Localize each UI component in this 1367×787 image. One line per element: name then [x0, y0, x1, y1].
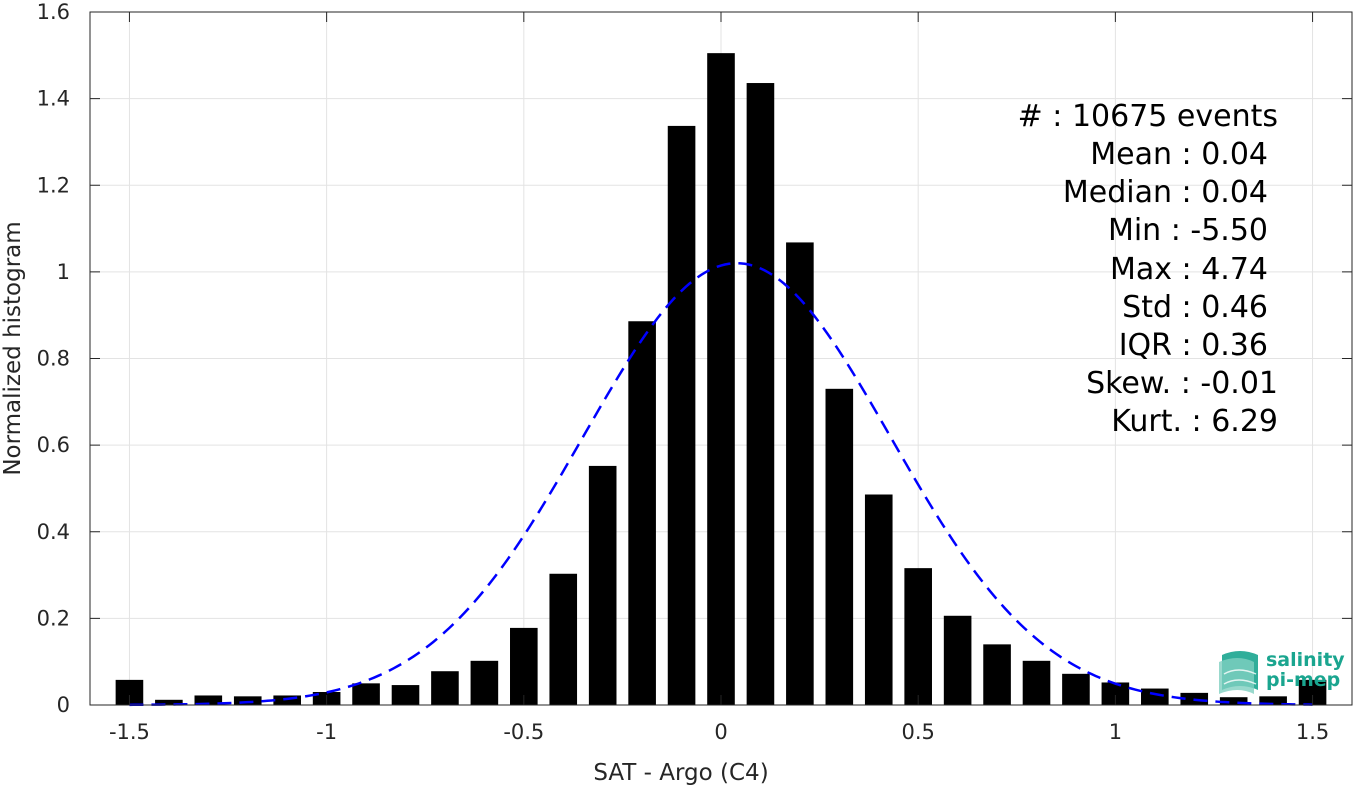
histogram-bar [352, 683, 380, 705]
x-tick-label: 1 [1109, 720, 1122, 744]
histogram-bar [825, 388, 854, 705]
histogram-bar [943, 615, 972, 705]
stats-line: # : 10675 events [1018, 99, 1278, 134]
histogram-bar [864, 494, 893, 705]
x-tick-label: -0.5 [503, 720, 544, 744]
x-tick-label: 0 [714, 720, 727, 744]
histogram-bar [431, 671, 459, 705]
histogram-bar [194, 695, 223, 705]
histogram-bar [549, 573, 578, 705]
x-tick-label: 1.5 [1296, 720, 1329, 744]
y-tick-labels: 0 0.2 0.4 0.6 0.8 1 1.2 1.4 1.6 [37, 0, 70, 717]
y-tick-label: 0.4 [37, 520, 70, 544]
histogram-bar [1062, 673, 1090, 705]
histogram-bar [746, 83, 775, 706]
y-tick-label: 1.4 [37, 87, 70, 111]
x-tick-label: 0.5 [901, 720, 934, 744]
stats-line: Kurt. : 6.29 [1111, 404, 1278, 439]
axis-ticks [90, 11, 1352, 706]
logo-mark-icon [1219, 651, 1258, 694]
logo-line2: pi-mep [1266, 669, 1340, 691]
histogram-bar [1259, 696, 1287, 705]
y-tick-label: 1.6 [37, 0, 70, 24]
histogram-bar [1141, 688, 1169, 705]
histogram-bars [115, 53, 1327, 706]
histogram-bar [273, 695, 301, 705]
stats-line: Min : -5.50 [1108, 213, 1268, 248]
x-tick-label: -1.5 [109, 720, 150, 744]
histogram-bar [628, 321, 656, 705]
histogram-bar [1101, 682, 1130, 705]
y-tick-label: 0.8 [37, 347, 70, 371]
histogram-bar [707, 53, 735, 706]
y-axis-title: Normalized histogram [0, 221, 26, 475]
histogram-bar [1219, 697, 1248, 705]
histogram-bar [233, 696, 262, 705]
histogram-bar [904, 568, 932, 705]
normal-fit-curve [129, 261, 1313, 707]
y-tick-label: 1 [57, 260, 70, 284]
x-tick-label: -1 [316, 720, 337, 744]
stats-line: Std : 0.46 [1122, 290, 1268, 325]
stats-line: Median : 0.04 [1063, 175, 1268, 210]
histogram-bar [391, 685, 420, 705]
x-axis-title: SAT - Argo (C4) [593, 760, 768, 786]
stats-line: IQR : 0.36 [1119, 328, 1268, 363]
y-tick-label: 0.2 [37, 606, 70, 630]
logo-line1: salinity [1266, 649, 1345, 671]
histogram-bar [983, 644, 1011, 705]
y-tick-label: 0 [57, 693, 70, 717]
stats-line: Max : 4.74 [1110, 252, 1268, 287]
histogram-bar [155, 699, 183, 705]
x-tick-labels: -1.5 -1 -0.5 0 0.5 1 1.5 [109, 720, 1329, 744]
histogram-bar [470, 660, 499, 705]
histogram-bar [510, 627, 538, 705]
y-tick-label: 1.2 [37, 173, 70, 197]
histogram-bar [1022, 660, 1051, 705]
histogram-bar [667, 125, 696, 706]
stats-line: Skew. : -0.01 [1086, 366, 1278, 401]
y-tick-label: 0.6 [37, 433, 70, 457]
histogram-bar [786, 242, 814, 706]
histogram-bar [588, 465, 617, 705]
stats-line: Mean : 0.04 [1090, 137, 1268, 172]
salinity-pimep-logo: salinity pi-mep [1219, 649, 1345, 694]
